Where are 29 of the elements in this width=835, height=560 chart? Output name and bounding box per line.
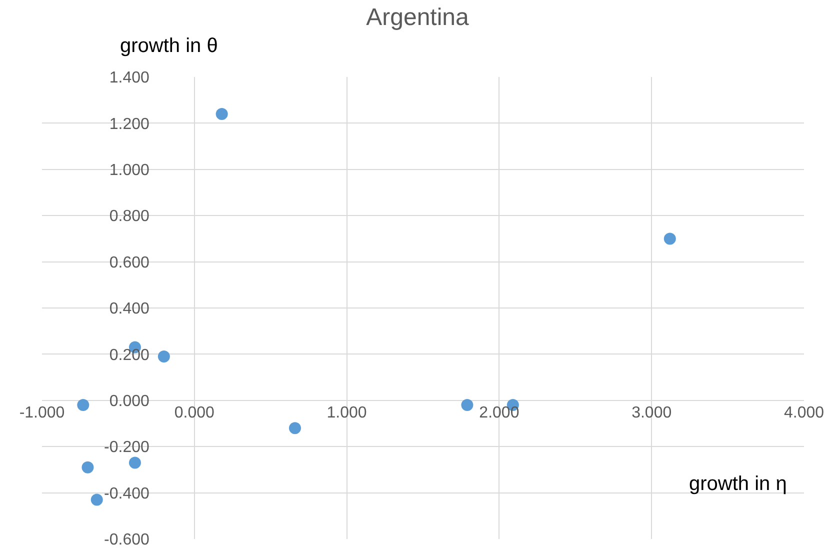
y-tick-label: 0.400 bbox=[109, 300, 150, 318]
x-tick-label: 3.000 bbox=[632, 404, 672, 422]
point bbox=[77, 399, 90, 412]
point bbox=[90, 494, 103, 506]
x-axis-title: growth in η bbox=[689, 473, 787, 495]
x-tick-label: 0.000 bbox=[174, 404, 215, 422]
y-tick-label: 0.000 bbox=[109, 393, 150, 410]
y-tick-label: 0.800 bbox=[109, 208, 150, 226]
point bbox=[128, 456, 141, 469]
point bbox=[288, 422, 301, 434]
y-tick-label: -0.400 bbox=[104, 485, 150, 502]
y-axis-title: growth in θ bbox=[120, 35, 218, 57]
x-tick-label: 2.000 bbox=[479, 404, 520, 422]
y-tick-label: -0.200 bbox=[104, 439, 150, 456]
point bbox=[158, 350, 170, 363]
point bbox=[664, 232, 676, 245]
point bbox=[216, 108, 228, 120]
y-tick-label: 0.200 bbox=[109, 346, 150, 364]
chart-title: Argentina bbox=[366, 4, 470, 32]
point bbox=[82, 461, 94, 474]
y-tick-label: 1.400 bbox=[109, 70, 150, 87]
x-tick-label: 4.000 bbox=[784, 404, 824, 422]
y-tick-label: 1.200 bbox=[109, 116, 150, 133]
y-tick-label: -0.600 bbox=[104, 532, 150, 549]
x-tick-label: 1.000 bbox=[326, 404, 367, 422]
point bbox=[461, 399, 474, 412]
x-tick-label: -1.000 bbox=[19, 404, 65, 422]
y-tick-label: 1.000 bbox=[109, 162, 150, 179]
y-tick-label: 0.600 bbox=[109, 254, 150, 272]
